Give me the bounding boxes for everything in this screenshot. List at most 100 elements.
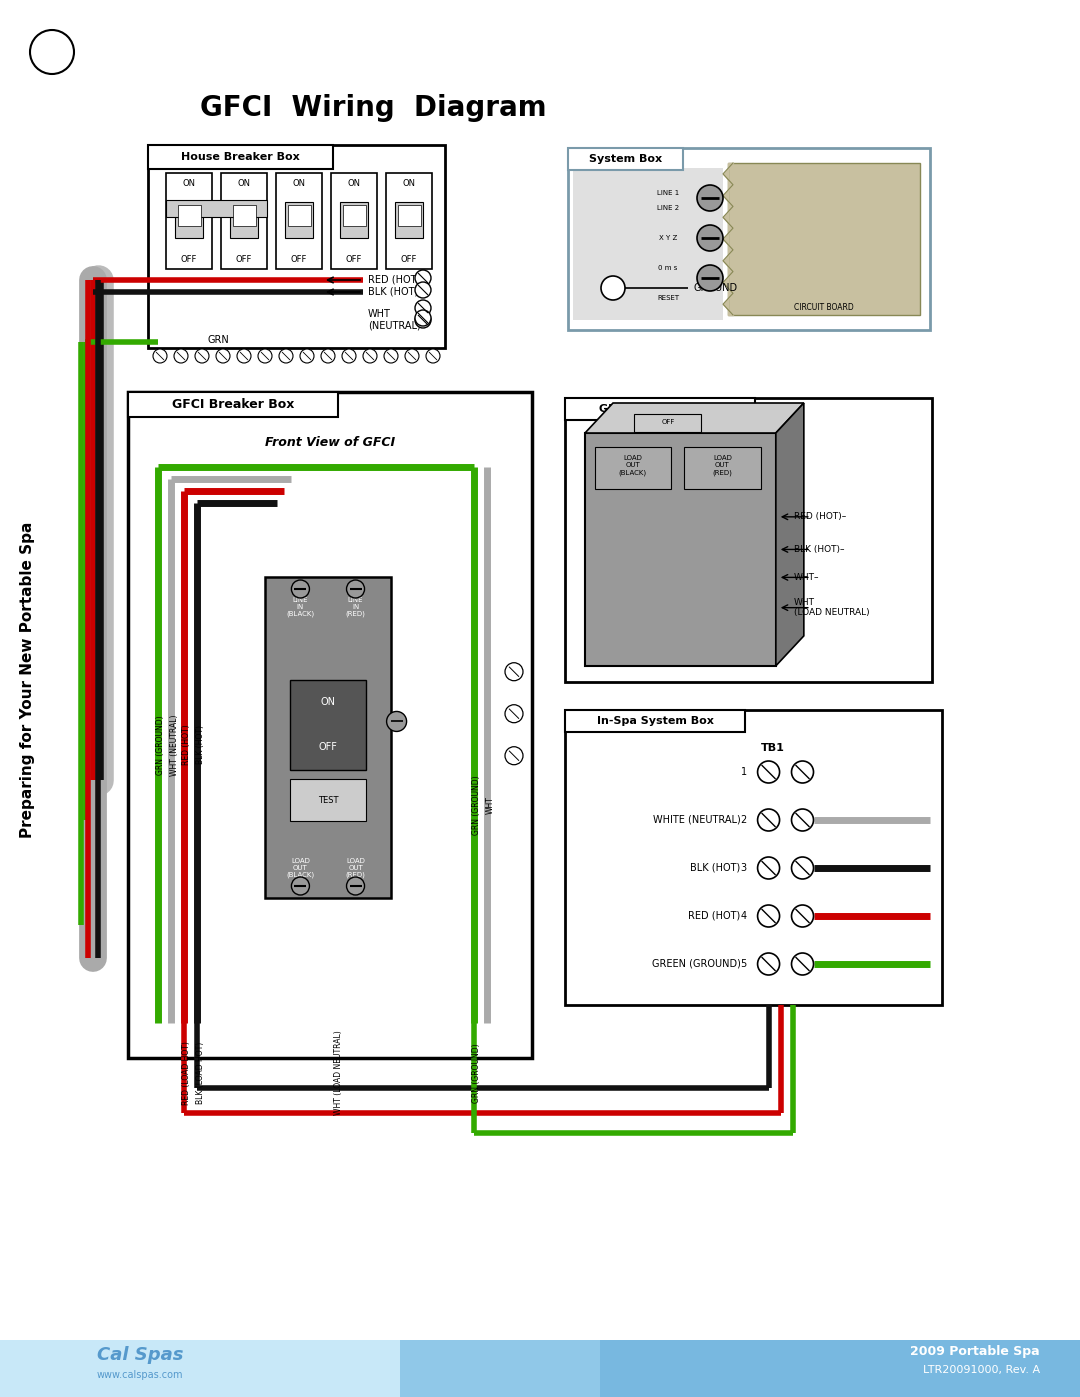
Bar [397,205,420,226]
Bar [685,447,760,489]
Text: LINE 1: LINE 1 [657,190,679,196]
Text: GFCI (Bottom View): GFCI (Bottom View) [599,404,721,414]
Text: TEST: TEST [318,796,338,805]
Text: BLK (HOT): BLK (HOT) [368,286,418,298]
Text: ON: ON [293,179,306,187]
Circle shape [300,349,314,363]
Text: OFF: OFF [235,254,253,264]
Text: GREEN (GROUND): GREEN (GROUND) [651,958,741,970]
Circle shape [292,580,310,598]
Bar [400,1340,1080,1397]
Text: RED (HOT): RED (HOT) [368,275,420,285]
Bar [565,710,745,732]
Circle shape [195,349,210,363]
Text: TB1: TB1 [760,743,784,753]
Text: LINE
IN
(RED): LINE IN (RED) [346,597,365,617]
Bar [148,145,333,169]
Circle shape [347,877,365,895]
Circle shape [757,905,780,928]
Bar [395,201,422,239]
Text: GFCI Breaker Box: GFCI Breaker Box [172,398,294,411]
Text: ON: ON [321,697,336,707]
Text: GRN: GRN [208,335,230,345]
Bar [276,173,322,270]
Circle shape [792,905,813,928]
Circle shape [505,747,523,764]
Text: X Y Z: X Y Z [659,235,677,242]
Text: ON: ON [238,179,251,187]
Text: 3: 3 [741,863,746,873]
Text: GRN (GROUND): GRN (GROUND) [473,1044,482,1102]
Text: Preparing for Your New Portable Spa: Preparing for Your New Portable Spa [21,522,36,838]
Text: OFF: OFF [180,254,198,264]
Text: LOAD
OUT
(BLACK): LOAD OUT (BLACK) [619,455,647,476]
Bar [166,200,267,217]
Text: System Box: System Box [590,154,662,163]
Text: BLK (HOT): BLK (HOT) [690,863,741,873]
Text: LINE
IN
(BLACK): LINE IN (BLACK) [286,597,314,617]
Text: RED (LOAD HOT): RED (LOAD HOT) [183,1041,191,1105]
Circle shape [415,282,431,298]
Text: ON: ON [183,179,195,187]
Circle shape [697,184,723,211]
Circle shape [792,856,813,879]
Bar [568,148,930,330]
Bar [291,780,365,821]
Circle shape [792,953,813,975]
Text: CIRCUIT BOARD: CIRCUIT BOARD [794,303,854,313]
Circle shape [792,809,813,831]
Bar [148,145,445,348]
Circle shape [426,349,440,363]
Bar [386,173,432,270]
Text: House Breaker Box: House Breaker Box [180,152,299,162]
Bar [287,205,311,226]
Text: www.calspas.com: www.calspas.com [97,1370,184,1380]
Circle shape [697,265,723,291]
Text: 4: 4 [741,911,746,921]
Circle shape [153,349,167,363]
Text: In-Spa System Box: In-Spa System Box [596,717,714,726]
Text: BLK (HOT): BLK (HOT) [195,725,204,764]
Circle shape [292,877,310,895]
Bar [634,414,701,432]
Text: ON: ON [348,179,361,187]
Text: WHT
(LOAD NEUTRAL): WHT (LOAD NEUTRAL) [794,598,869,617]
Circle shape [216,349,230,363]
Circle shape [757,953,780,975]
Bar [129,393,338,416]
Bar [330,173,377,270]
Text: OFF: OFF [319,742,337,752]
Circle shape [30,29,75,74]
Bar [291,680,365,770]
Bar [595,447,671,489]
Polygon shape [585,402,804,433]
Text: 2: 2 [740,814,746,826]
Text: RESET: RESET [657,295,679,300]
Text: ON: ON [403,179,416,187]
Text: LOAD
OUT
(RED): LOAD OUT (RED) [346,858,365,879]
Circle shape [757,761,780,782]
Circle shape [342,349,356,363]
Circle shape [757,856,780,879]
Text: 6: 6 [46,45,57,60]
Bar [0,1340,1080,1397]
Circle shape [321,349,335,363]
Circle shape [415,312,431,328]
Bar [129,393,532,1058]
Text: LOAD
OUT
(RED): LOAD OUT (RED) [713,455,732,476]
Text: OFF: OFF [291,254,307,264]
Bar [177,205,201,226]
Circle shape [347,580,365,598]
Circle shape [697,225,723,251]
Bar [565,710,942,1004]
Text: WHT: WHT [368,309,391,319]
Bar [342,205,365,226]
Bar [728,163,920,314]
Text: OFF: OFF [401,254,417,264]
Circle shape [505,704,523,722]
Bar [565,398,755,420]
Text: GRN (GROUND): GRN (GROUND) [473,775,482,835]
Circle shape [363,349,377,363]
Circle shape [415,310,431,326]
Text: BLK (HOT)–: BLK (HOT)– [794,545,845,555]
